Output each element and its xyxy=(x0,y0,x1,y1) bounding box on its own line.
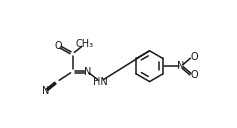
Text: CH₃: CH₃ xyxy=(75,39,93,49)
Text: N: N xyxy=(83,67,91,77)
Text: N: N xyxy=(42,86,49,96)
Text: O: O xyxy=(190,70,198,80)
Text: O: O xyxy=(55,41,63,51)
Text: O: O xyxy=(190,52,198,62)
Text: N: N xyxy=(178,61,185,71)
Text: HN: HN xyxy=(93,77,108,87)
